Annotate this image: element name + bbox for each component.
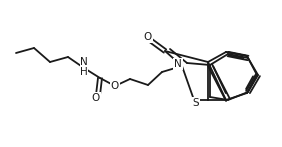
Text: O: O — [92, 93, 100, 103]
Text: N: N — [174, 59, 182, 69]
Text: N
H: N H — [80, 57, 88, 77]
Text: O: O — [111, 81, 119, 91]
Text: O: O — [144, 32, 152, 42]
Text: S: S — [193, 98, 199, 108]
